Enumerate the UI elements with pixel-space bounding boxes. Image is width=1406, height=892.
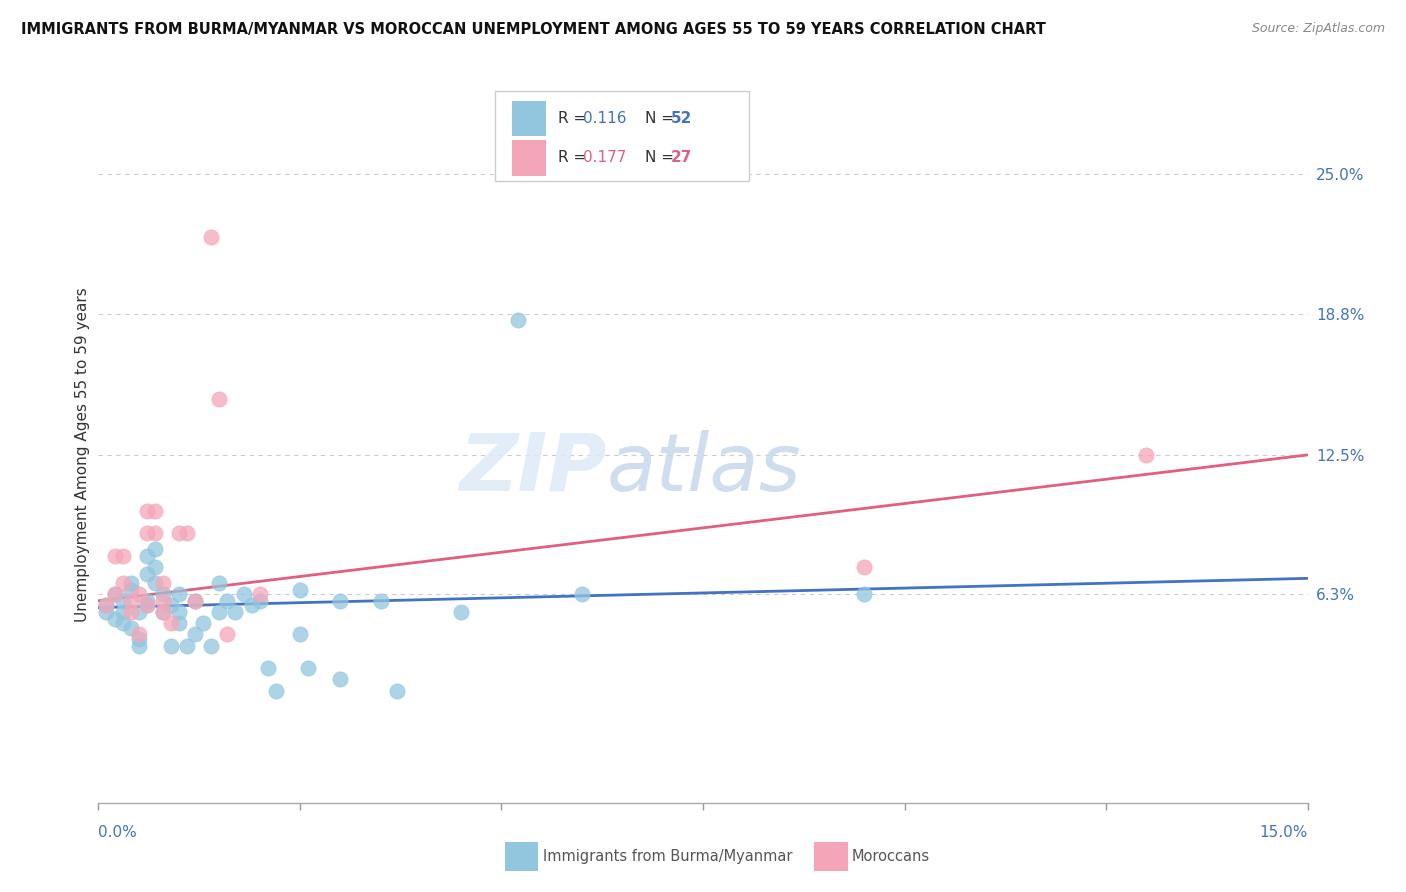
Text: 52: 52: [671, 112, 692, 126]
Text: N =: N =: [645, 112, 679, 126]
Text: Source: ZipAtlas.com: Source: ZipAtlas.com: [1251, 22, 1385, 36]
Text: 27: 27: [671, 151, 692, 165]
Text: R =: R =: [558, 151, 592, 165]
Text: atlas: atlas: [606, 430, 801, 508]
Text: 0.177: 0.177: [583, 151, 627, 165]
Text: IMMIGRANTS FROM BURMA/MYANMAR VS MOROCCAN UNEMPLOYMENT AMONG AGES 55 TO 59 YEARS: IMMIGRANTS FROM BURMA/MYANMAR VS MOROCCA…: [21, 22, 1046, 37]
Text: 0.0%: 0.0%: [98, 825, 138, 840]
Y-axis label: Unemployment Among Ages 55 to 59 years: Unemployment Among Ages 55 to 59 years: [75, 287, 90, 623]
Text: R =: R =: [558, 112, 592, 126]
Text: Immigrants from Burma/Myanmar: Immigrants from Burma/Myanmar: [543, 849, 792, 863]
Text: 15.0%: 15.0%: [1260, 825, 1308, 840]
Text: Moroccans: Moroccans: [852, 849, 931, 863]
Text: 0.116: 0.116: [583, 112, 627, 126]
Text: ZIP: ZIP: [458, 430, 606, 508]
Text: N =: N =: [645, 151, 679, 165]
